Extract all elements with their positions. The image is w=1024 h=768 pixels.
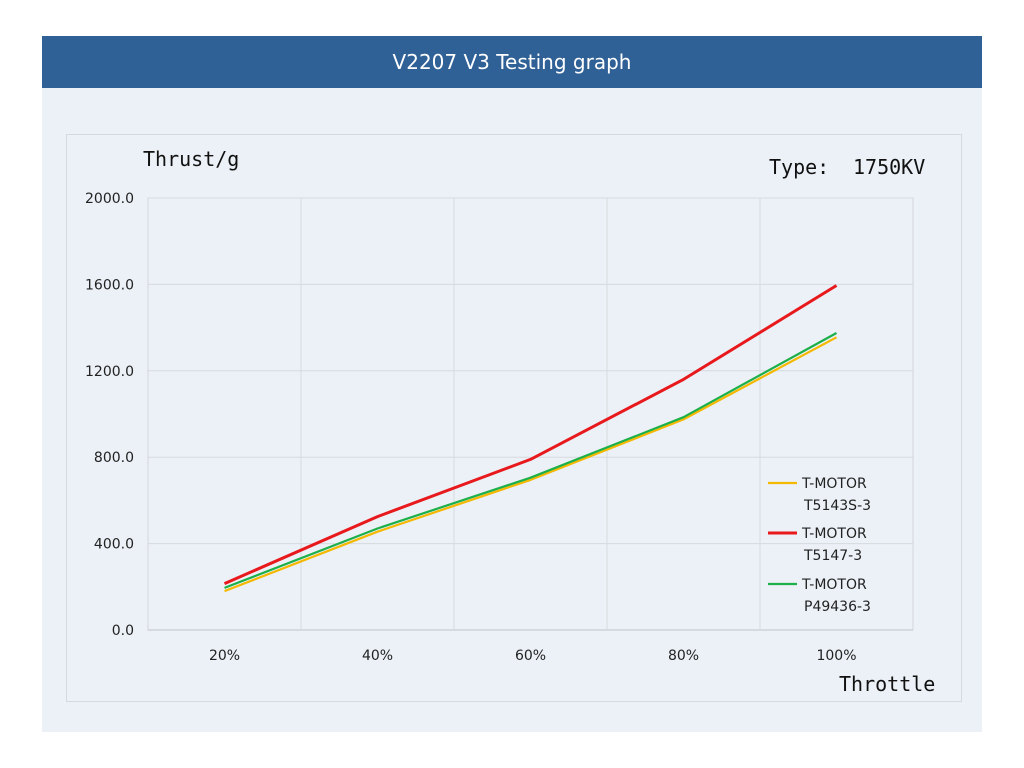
x-tick-label: 100% [816, 648, 856, 664]
series-line [223, 284, 838, 585]
y-tick-label: 400.0 [94, 537, 134, 553]
x-tick-label: 40% [362, 648, 393, 664]
y-tick-label: 2000.0 [85, 191, 134, 207]
plot-area-border [147, 197, 914, 631]
chart-panel: V2207 V3 Testing graph 0.0 400.0 800.0 1200… [42, 36, 982, 732]
y-tick-label: 0.0 [112, 623, 134, 639]
x-tick-labels: 20% 40% 60% 80% 100% [209, 648, 857, 664]
x-tick-label: 60% [515, 648, 546, 664]
legend-label-model: T5147-3 [803, 548, 862, 564]
legend-label-brand: T-MOTOR [801, 526, 867, 542]
y-tick-label: 800.0 [94, 450, 134, 466]
legend-label-model: P49436-3 [804, 599, 871, 615]
legend-label-brand: T-MOTOR [801, 577, 867, 593]
x-axis-title: Throttle [839, 672, 935, 696]
y-tick-labels: 0.0 400.0 800.0 1200.0 1600.0 2000.0 [85, 191, 134, 639]
legend-label-brand: T-MOTOR [801, 476, 867, 492]
y-tick-label: 1200.0 [85, 364, 134, 380]
legend: T-MOTOR T5143S-3 T-MOTOR T5147-3 T-MOTOR P494… [768, 476, 871, 615]
series-line [224, 332, 838, 589]
x-tick-label: 20% [209, 648, 240, 664]
y-axis-title: Thrust/g [143, 147, 239, 171]
series-lines [223, 284, 838, 593]
legend-label-model: T5143S-3 [803, 498, 871, 514]
x-tick-label: 80% [668, 648, 699, 664]
grid [147, 197, 914, 631]
series-line [224, 336, 838, 593]
type-label-key: Type: [769, 155, 829, 179]
type-label-value: 1750KV [853, 155, 925, 179]
y-tick-label: 1600.0 [85, 277, 134, 293]
chart-frame: 0.0 400.0 800.0 1200.0 1600.0 2000.0 20% 40% 60… [66, 134, 962, 702]
line-chart: 0.0 400.0 800.0 1200.0 1600.0 2000.0 20% 40% 60… [85, 147, 935, 696]
chart-title-banner: V2207 V3 Testing graph [42, 36, 982, 88]
